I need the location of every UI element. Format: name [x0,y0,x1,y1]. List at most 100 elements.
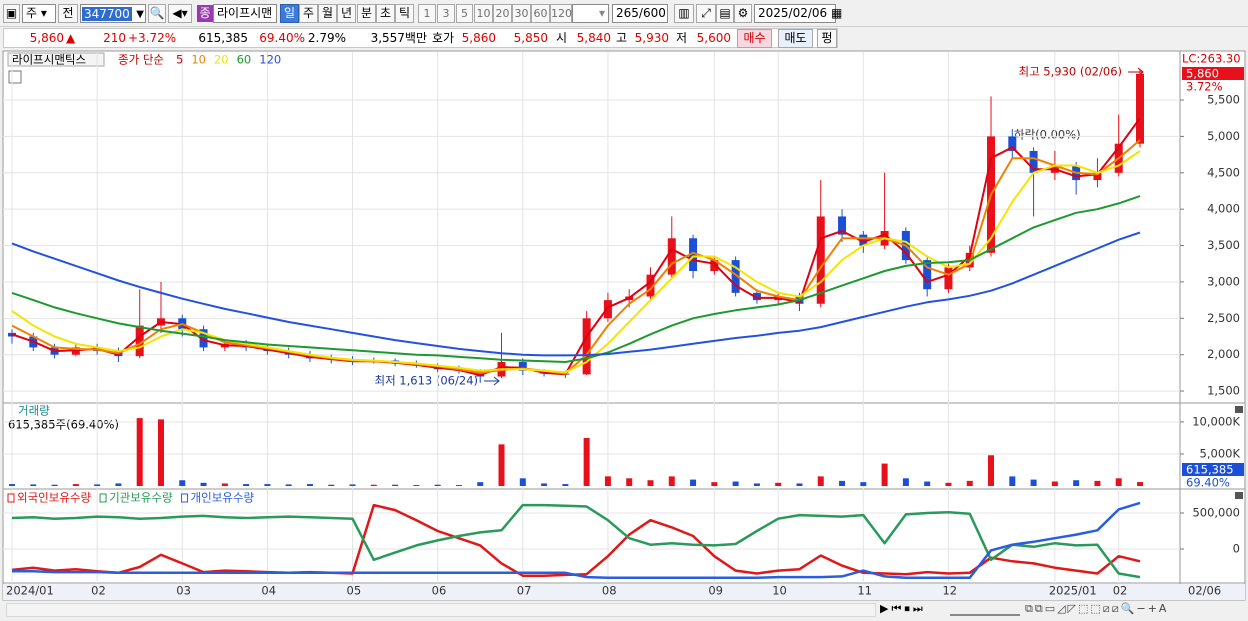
legend-label: 5 [176,53,183,67]
x-tick-label: 2024/01 [6,584,54,598]
volume-bar [30,484,37,486]
interval-button[interactable]: 10 [474,4,493,23]
legend-label: 20 [214,53,229,67]
sound-button[interactable]: ◀▾ [168,4,192,23]
candle-body [582,318,591,375]
x-tick-label: 04 [261,584,276,598]
interval-button[interactable]: 120 [550,4,572,23]
candle-body [199,329,208,348]
x-tick-label: 12 [942,584,957,598]
settings-button[interactable]: ⚙ [734,4,752,23]
period-button[interactable]: 년 [337,4,356,23]
date-input[interactable]: 2025/02/06 ▦ [754,4,842,23]
interval-select[interactable]: ▾ [572,4,609,23]
legend-label: 외국인보유수량 [17,491,91,505]
label: 시 [556,31,568,45]
x-tick-label: 08 [602,584,617,598]
last-volume: 615,385 [1186,463,1234,477]
tool-button[interactable]: ⤢ [696,4,716,23]
code-input[interactable]: 347700 ▼ [80,4,146,23]
volume-bar [498,444,505,486]
volume: 615,385 [198,31,248,45]
volume-bar [902,478,909,486]
panel-subtitle: 615,385주(69.40%) [8,418,119,432]
candle-body [1029,150,1038,173]
volume-bar [519,478,526,486]
tool-icons[interactable]: ⧉⧉▭◿◸⬚⬚⧄⧄🔍−+A [1025,602,1169,615]
annotation: 최고 5,930 (02/06) [1018,65,1122,79]
volume-bar [306,484,313,486]
tool-button[interactable]: ▥ [674,4,694,23]
y-tick-label: 0 [1233,542,1240,556]
volume-bar [541,483,548,486]
interval-button[interactable]: 30 [512,4,531,23]
annotation: 최저 1,613 (06/24) [374,374,478,388]
volume-bar [583,437,590,486]
panel-close[interactable] [1235,406,1243,413]
legend-label: 120 [259,53,281,67]
interval-button[interactable]: 60 [531,4,550,23]
panel-title: 거래량 [18,404,50,418]
count-box[interactable]: 265/600 [612,4,668,23]
interval-button[interactable]: 5 [456,4,473,23]
volume-bar [221,483,228,486]
candle-body [135,325,144,357]
y-tick-label: 5,500 [1207,93,1240,107]
prev-button[interactable]: 전 [58,4,78,23]
volume-bar [562,484,569,486]
last-price-box [1182,67,1244,80]
volume-bar [647,480,654,486]
volume-bar [775,482,782,486]
period-button[interactable]: 주 [299,4,318,23]
save-button[interactable]: ▤ [716,4,734,23]
count: 265 [616,6,639,20]
y-tick-label: 4,500 [1207,165,1240,179]
period-button[interactable]: 분 [357,4,376,23]
x-tick-label: 2025/01 [1049,584,1097,598]
scroll-controls[interactable]: ▶⏮⏹⏭ [880,602,926,615]
candle-body [1136,73,1144,144]
stock-name: 라이프시맨 [213,4,277,23]
x-tick-label: 02 [91,584,106,598]
volume-bar [839,480,846,486]
zoom-slider[interactable] [950,604,1020,616]
volume-bar [945,482,952,486]
y-tick-label: 10,000K [1192,414,1240,428]
period-button[interactable]: 일 [280,4,299,23]
volume-bar [604,476,611,486]
holding-line [11,503,1141,579]
volume-bar [732,481,739,486]
panel-close[interactable] [1235,492,1243,499]
interval-button[interactable]: 20 [493,4,512,23]
avg-button[interactable]: 펑 [817,29,837,48]
period-button[interactable]: 월 [318,4,337,23]
volume-bar [860,482,867,486]
y-tick-label: 3,500 [1207,238,1240,252]
menu-button[interactable]: ▣ [3,4,20,23]
x-tick-label: 11 [857,584,872,598]
code: 347700 [82,7,132,21]
volume-bar [881,463,888,486]
interval-button[interactable]: 1 [418,4,436,23]
buy-button[interactable]: 매수 [737,29,772,48]
market-select[interactable]: 주 ▾ [22,4,56,23]
legend-box [7,52,105,67]
legend-label: 개인보유수량 [191,491,255,505]
candle-body [944,267,953,290]
candle-body [603,300,612,319]
search-button[interactable]: 🔍 [148,4,166,23]
interval-button[interactable]: 3 [437,4,455,23]
volume-bar [243,484,250,486]
candle-body [752,292,761,301]
price: 5,860 [29,31,64,45]
y-tick-label: 5,000K [1200,446,1241,460]
scrollbar[interactable] [6,603,876,617]
volume-bar [370,484,377,486]
sell-button[interactable]: 매도 [778,29,813,48]
y-tick-label: 1,500 [1207,384,1240,398]
volume-bar [1094,480,1101,486]
period-button[interactable]: 초 [376,4,395,23]
period-button[interactable]: 틱 [395,4,414,23]
x-tick-label: 05 [347,584,362,598]
